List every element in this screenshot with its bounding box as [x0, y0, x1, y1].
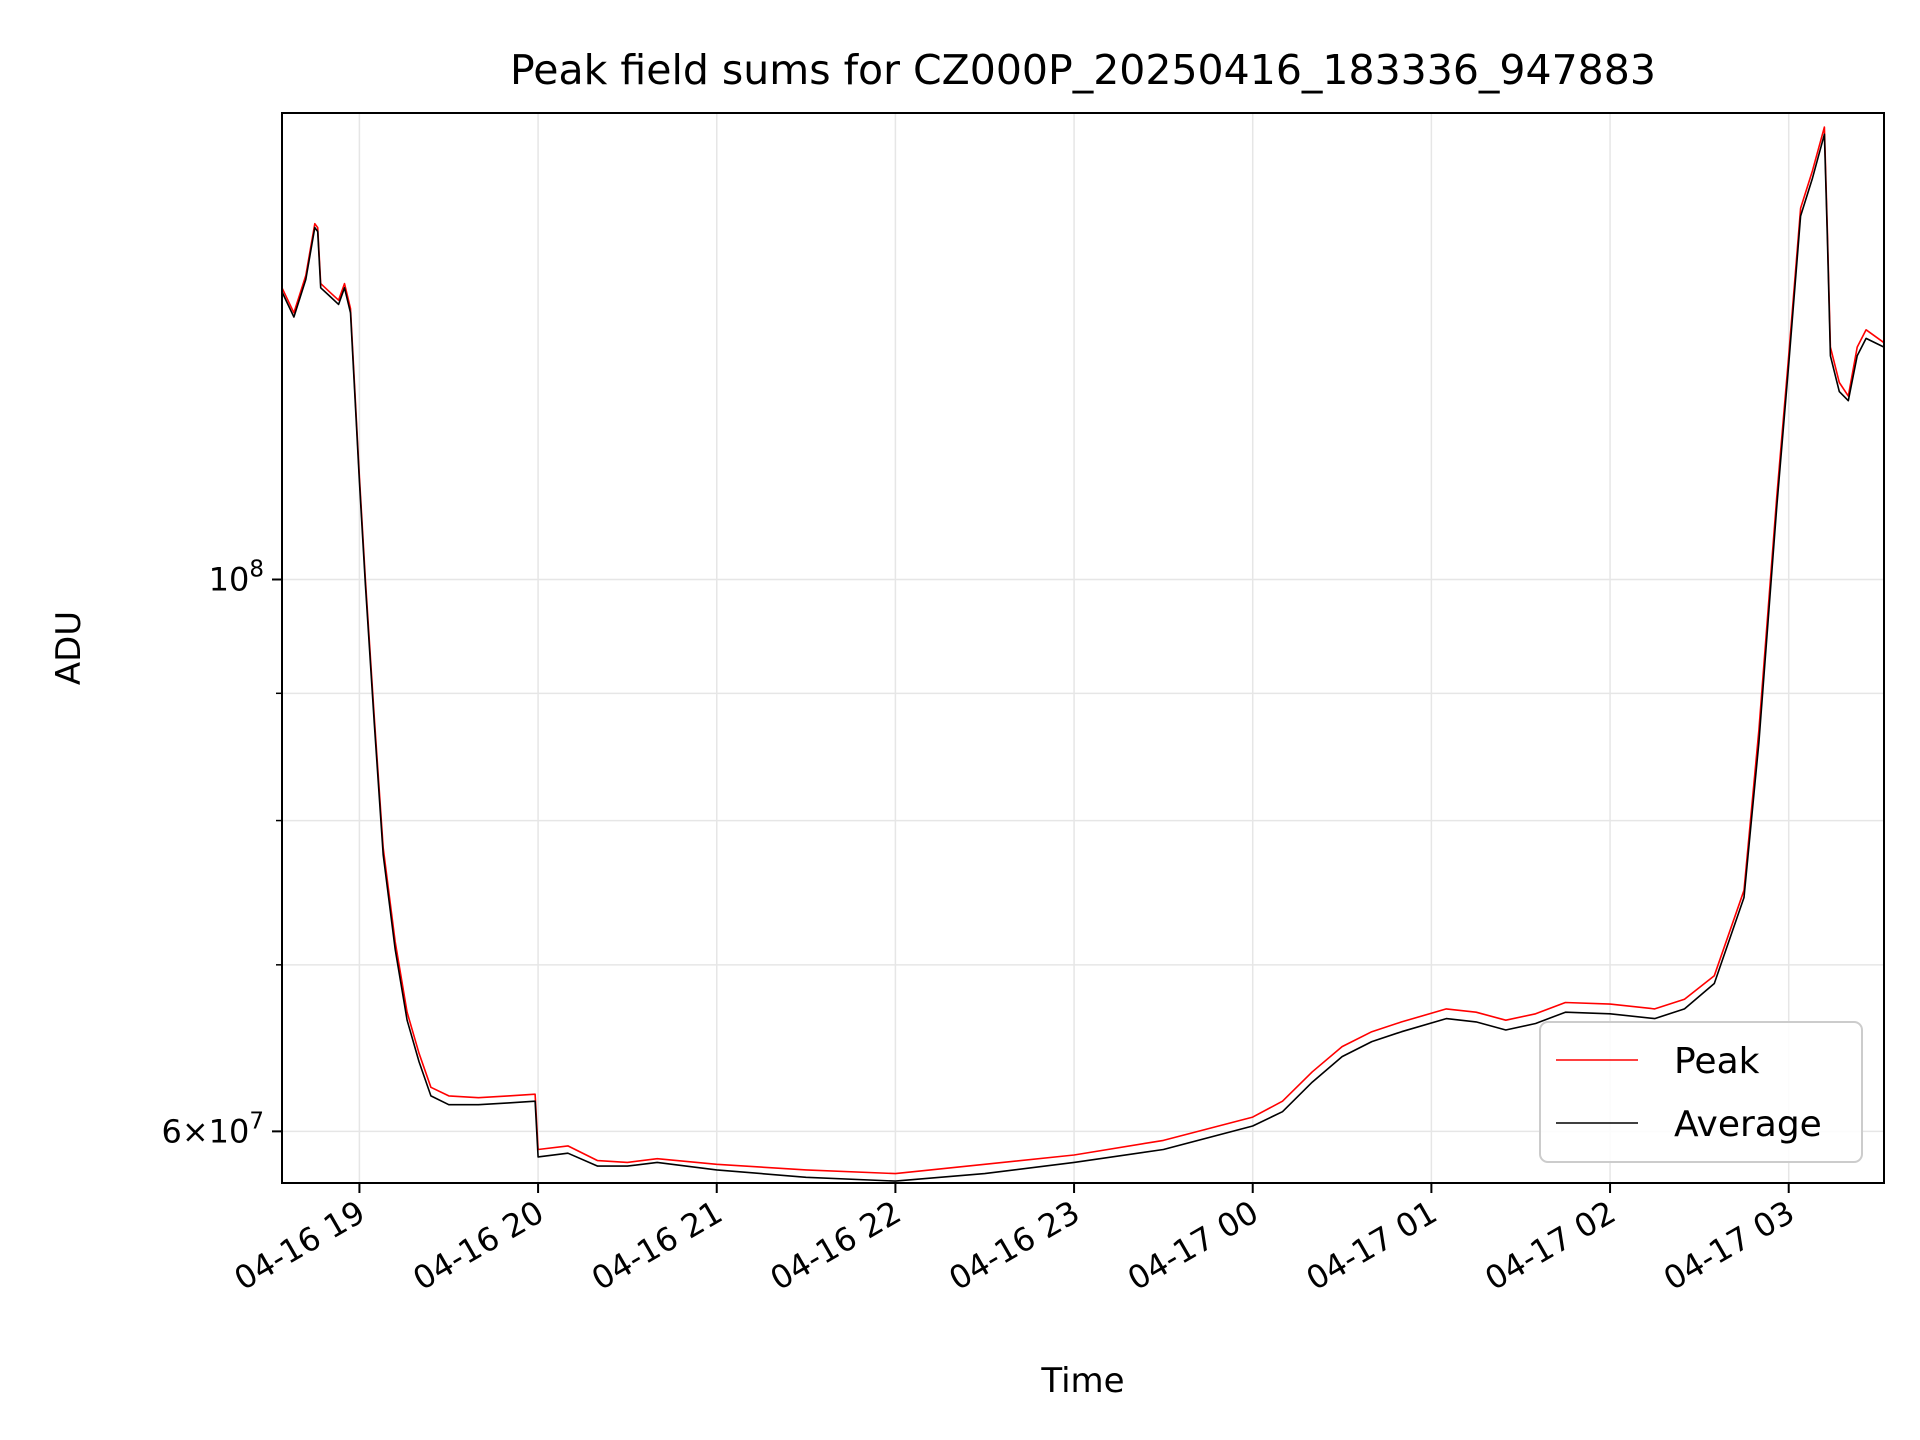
legend-label-peak: Peak — [1674, 1041, 1760, 1082]
x-axis-label: Time — [1040, 1361, 1124, 1401]
y-tick-exponent: 7 — [249, 1108, 264, 1134]
y-axis-label: ADU — [49, 611, 89, 685]
x-tick-label: 04-16 21 — [585, 1193, 729, 1298]
y-tick-mantissa: 6 — [161, 1112, 181, 1150]
x-tick-label: 04-17 03 — [1657, 1193, 1801, 1298]
y-tick-label: 6×107 — [161, 1108, 264, 1150]
x-tick-label: 04-16 23 — [942, 1193, 1086, 1298]
x-axis: 04-16 19 04-16 20 04-16 21 04-16 22 04-16 23… — [228, 1183, 1801, 1298]
legend-box — [1539, 1021, 1863, 1163]
y-tick-base: 10 — [209, 1112, 250, 1150]
legend-label-average: Average — [1674, 1104, 1822, 1145]
y-tick-times-sign: × — [182, 1112, 209, 1150]
x-tick-label: 04-16 22 — [764, 1193, 908, 1298]
chart-title: Peak field sums for CZ000P_20250416_1833… — [510, 46, 1656, 94]
series-layer — [281, 126, 1885, 1182]
x-tick-label: 04-16 19 — [228, 1193, 372, 1298]
legend: Peak Average — [1539, 1021, 1863, 1163]
x-tick-label: 04-17 01 — [1300, 1193, 1444, 1298]
y-tick-exponent: 8 — [249, 556, 264, 582]
y-tick-label: 108 — [209, 556, 264, 598]
plot-frame — [281, 112, 1885, 1184]
series-line-average — [281, 133, 1885, 1182]
x-tick-label: 04-17 00 — [1121, 1193, 1265, 1298]
x-tick-label: 04-16 20 — [406, 1193, 550, 1298]
grid — [282, 113, 1884, 1183]
x-tick-label: 04-17 02 — [1478, 1193, 1622, 1298]
y-tick-base: 10 — [209, 560, 250, 598]
